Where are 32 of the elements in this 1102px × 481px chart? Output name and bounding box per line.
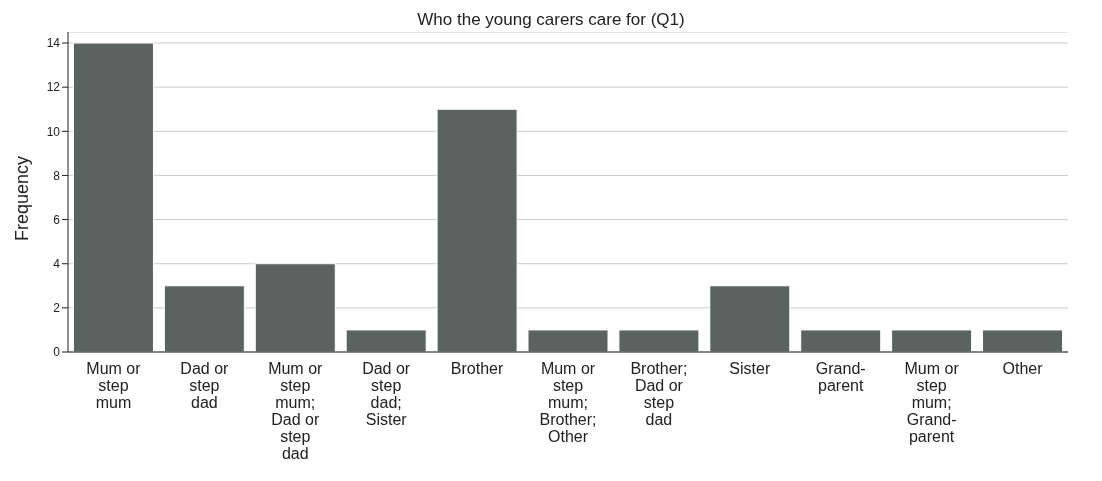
chart-title: Who the young carers care for (Q1) — [416, 9, 686, 31]
x-tick-label: Mum or step mum; Brother; Other — [539, 360, 597, 445]
y-tick-label: 4 — [53, 256, 61, 271]
bar — [345, 329, 427, 352]
y-tick-label: 0 — [53, 345, 61, 360]
x-tick-label: Brother — [450, 360, 504, 377]
x-tick-label: Grand-parent — [815, 360, 866, 394]
bar — [254, 263, 336, 352]
y-tick-label: 12 — [46, 80, 61, 95]
x-tick-label: Other — [1002, 360, 1044, 377]
x-tick-label: Dad or step dad; Sister — [362, 360, 411, 428]
bar — [436, 108, 518, 352]
x-tick-label: Mum or step mum; Dad or step dad — [268, 360, 324, 462]
bar — [72, 42, 154, 352]
y-tick-label: 10 — [46, 124, 61, 139]
y-axis-title: Frequency — [12, 155, 34, 241]
bar — [163, 285, 245, 352]
y-tick-label: 14 — [46, 36, 61, 51]
bar — [982, 329, 1064, 352]
bar — [800, 329, 882, 352]
x-tick-label: Mum or step mum; Grand-parent — [904, 360, 960, 445]
y-tick-label: 6 — [53, 212, 61, 227]
bar — [891, 329, 973, 352]
bar — [618, 329, 700, 352]
x-tick-label: Mum or step mum — [86, 360, 142, 411]
x-tick-label: Dad or step dad — [180, 360, 230, 411]
x-tick-label: Brother; Dad or step dad — [630, 360, 688, 428]
x-tick-label: Sister — [729, 360, 771, 377]
bar — [527, 329, 609, 352]
y-tick-label: 8 — [53, 168, 61, 183]
y-tick-label: 2 — [53, 301, 61, 316]
bar — [709, 285, 791, 352]
